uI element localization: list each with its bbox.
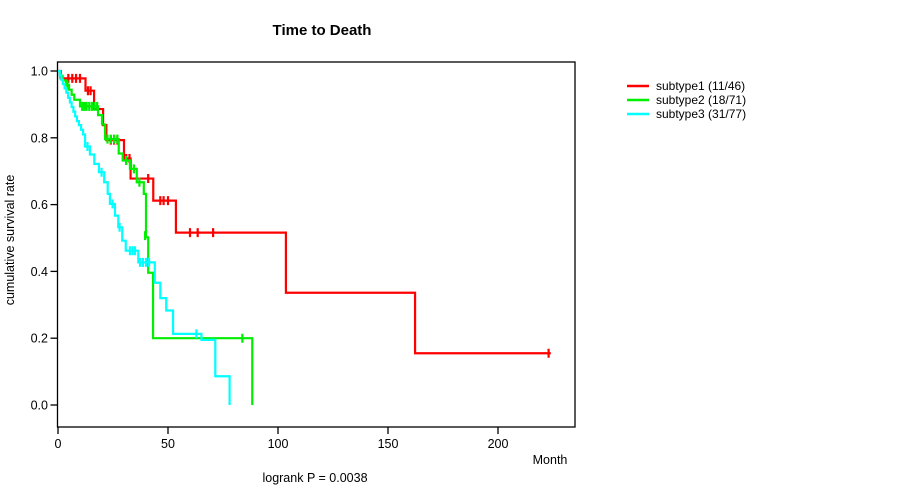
legend-label-subtype1: subtype1 (11/46) [656, 79, 745, 93]
legend-label-subtype3: subtype3 (31/77) [656, 107, 746, 121]
legend-item-subtype3: subtype3 (31/77) [627, 107, 746, 121]
x-axis-label: Month [533, 453, 568, 467]
x-tick-label: 0 [55, 437, 62, 451]
y-tick-label: 0.6 [31, 198, 48, 212]
logrank-annotation: logrank P = 0.0038 [262, 471, 367, 485]
censor-ticks-subtype2 [66, 80, 244, 343]
y-tick-label: 1.0 [31, 65, 48, 79]
survival-curve-subtype3 [58, 69, 231, 405]
x-tick-label: 200 [488, 437, 509, 451]
y-axis-label: cumulative survival rate [3, 175, 17, 306]
y-tick-label: 0.2 [31, 332, 48, 346]
survival-curve-subtype2 [58, 69, 254, 405]
y-tick-label: 0.8 [31, 131, 48, 145]
survival-curve-subtype1 [58, 69, 551, 355]
y-tick-label: 0.0 [31, 399, 48, 413]
axes: 0 50 100 150 200 0.0 0.2 0.4 0.6 0.8 1.0 [31, 65, 509, 452]
y-tick-label: 0.4 [31, 265, 48, 279]
survival-curves [58, 69, 551, 405]
legend-item-subtype1: subtype1 (11/46) [627, 79, 745, 93]
x-tick-label: 100 [268, 437, 289, 451]
plot-area-border [56, 61, 576, 428]
legend-label-subtype2: subtype2 (18/71) [656, 93, 746, 107]
censor-ticks-subtype1 [67, 73, 550, 358]
chart-title: Time to Death [273, 22, 372, 39]
legend: subtype1 (11/46) subtype2 (18/71) subtyp… [627, 79, 746, 121]
legend-item-subtype2: subtype2 (18/71) [627, 93, 746, 107]
x-tick-label: 150 [378, 437, 399, 451]
censor-ticks-subtype3 [86, 141, 198, 339]
x-tick-label: 50 [161, 437, 175, 451]
